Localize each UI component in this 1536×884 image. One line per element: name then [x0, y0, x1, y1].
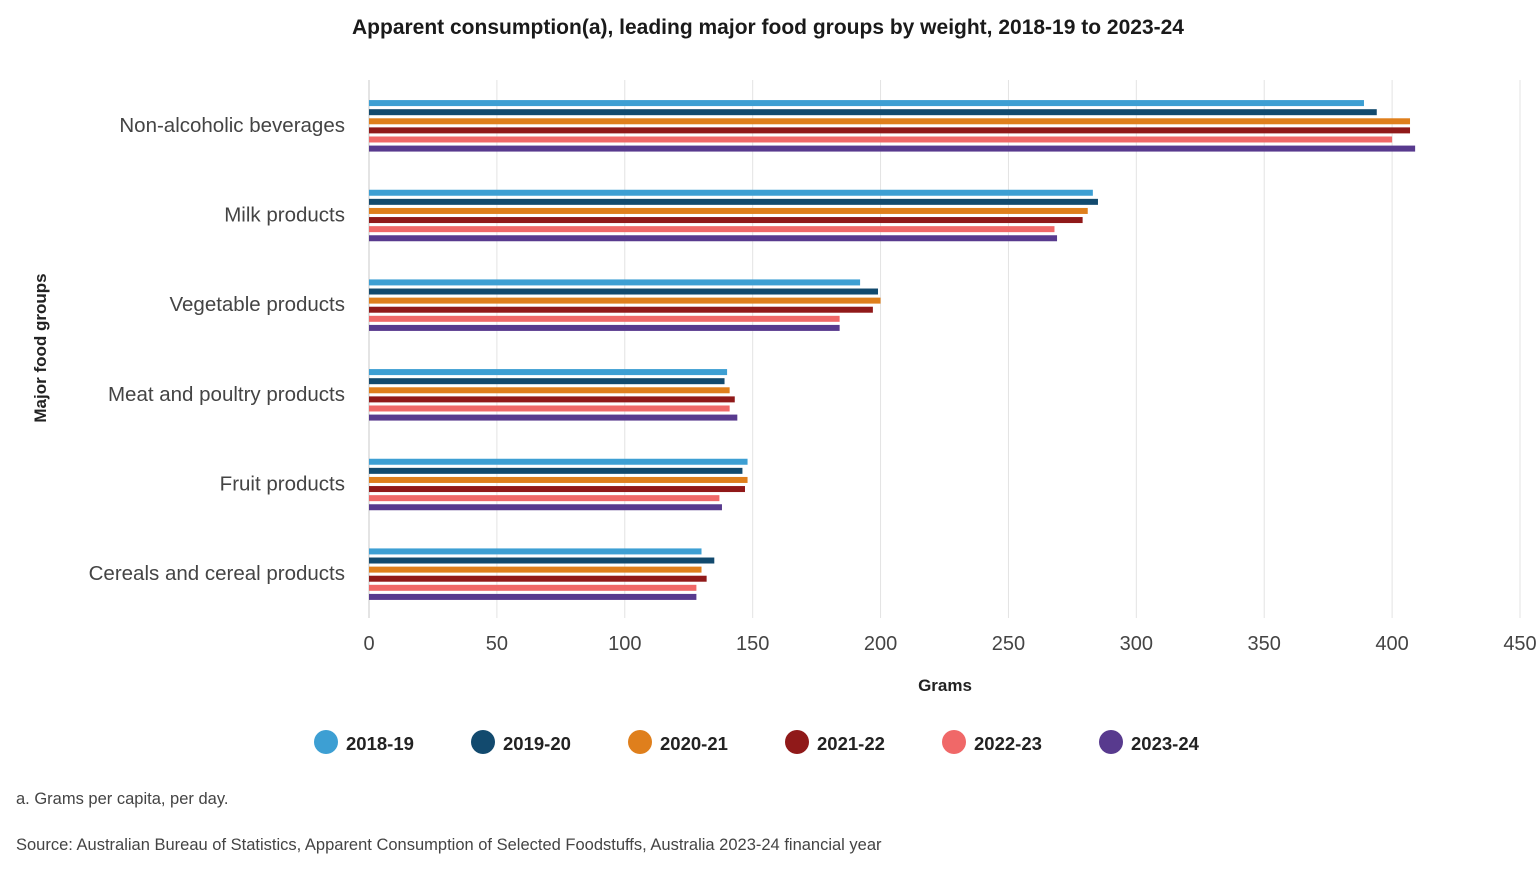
- bar[interactable]: [369, 405, 730, 412]
- category-label: Non-alcoholic beverages: [119, 114, 345, 137]
- bar[interactable]: [369, 198, 1098, 205]
- x-tick-label: 250: [992, 633, 1025, 655]
- legend-marker[interactable]: [785, 730, 809, 754]
- bar[interactable]: [369, 118, 1411, 125]
- x-tick-label: 50: [486, 633, 508, 655]
- legend-marker[interactable]: [471, 730, 495, 754]
- bar[interactable]: [369, 306, 873, 313]
- bar[interactable]: [369, 288, 878, 295]
- bar[interactable]: [369, 100, 1364, 107]
- legend-label[interactable]: 2021-22: [817, 733, 885, 754]
- bar[interactable]: [369, 324, 840, 331]
- bar[interactable]: [369, 235, 1058, 242]
- legend-marker[interactable]: [942, 730, 966, 754]
- bar[interactable]: [369, 279, 861, 286]
- bar[interactable]: [369, 575, 707, 582]
- grid-lines: [368, 80, 1521, 618]
- bar[interactable]: [369, 297, 881, 304]
- bar[interactable]: [369, 226, 1055, 233]
- bar[interactable]: [369, 136, 1393, 143]
- category-label: Vegetable products: [169, 293, 345, 316]
- bar[interactable]: [369, 387, 730, 394]
- bar[interactable]: [369, 369, 728, 376]
- legend: 2018-19 2019-20 2020-21 2021-22 2022-23 2023-…: [314, 730, 1200, 754]
- bar[interactable]: [369, 504, 722, 511]
- bar[interactable]: [369, 378, 725, 385]
- bar[interactable]: [369, 396, 735, 403]
- bar[interactable]: [369, 189, 1093, 196]
- bar[interactable]: [369, 217, 1083, 224]
- source-note: Source: Australian Bureau of Statistics,…: [16, 836, 882, 854]
- bar[interactable]: [369, 414, 738, 421]
- x-tick-label: 200: [864, 633, 897, 655]
- category-label: Cereals and cereal products: [89, 562, 345, 585]
- x-tick-label: 100: [608, 633, 641, 655]
- x-tick-labels: 0 50 100 150 200 250 300 350 400 450: [363, 633, 1536, 655]
- legend-marker[interactable]: [314, 730, 338, 754]
- bar[interactable]: [369, 557, 715, 564]
- bar[interactable]: [369, 315, 840, 322]
- legend-label[interactable]: 2020-21: [660, 733, 728, 754]
- bar[interactable]: [369, 584, 697, 591]
- bar[interactable]: [369, 566, 702, 573]
- x-tick-label: 300: [1120, 633, 1153, 655]
- bar[interactable]: [369, 495, 720, 502]
- bar[interactable]: [369, 207, 1088, 214]
- x-tick-label: 0: [363, 633, 374, 655]
- bar[interactable]: [369, 145, 1416, 152]
- bar[interactable]: [369, 458, 748, 465]
- bar[interactable]: [369, 109, 1377, 116]
- y-axis-title: Major food groups: [31, 273, 50, 422]
- x-axis-title: Grams: [918, 676, 972, 695]
- bar[interactable]: [369, 467, 743, 474]
- legend-label[interactable]: 2018-19: [346, 733, 414, 754]
- category-label: Milk products: [224, 204, 345, 227]
- bars: [369, 100, 1416, 600]
- legend-label[interactable]: 2022-23: [974, 733, 1042, 754]
- legend-label[interactable]: 2023-24: [1131, 733, 1200, 754]
- legend-marker[interactable]: [628, 730, 652, 754]
- bar[interactable]: [369, 476, 748, 483]
- category-labels: Non-alcoholic beverages Milk products Vege…: [89, 114, 345, 585]
- bar[interactable]: [369, 593, 697, 600]
- bar[interactable]: [369, 127, 1411, 134]
- legend-label[interactable]: 2019-20: [503, 733, 571, 754]
- x-tick-label: 150: [736, 633, 769, 655]
- category-label: Fruit products: [220, 473, 345, 496]
- x-tick-label: 450: [1503, 633, 1536, 655]
- x-tick-label: 350: [1248, 633, 1281, 655]
- x-tick-label: 400: [1375, 633, 1408, 655]
- bar[interactable]: [369, 486, 745, 493]
- bar[interactable]: [369, 548, 702, 555]
- legend-marker[interactable]: [1099, 730, 1123, 754]
- chart-title: Apparent consumption(a), leading major f…: [352, 16, 1184, 39]
- footnote: a. Grams per capita, per day.: [16, 790, 229, 808]
- category-label: Meat and poultry products: [108, 383, 345, 406]
